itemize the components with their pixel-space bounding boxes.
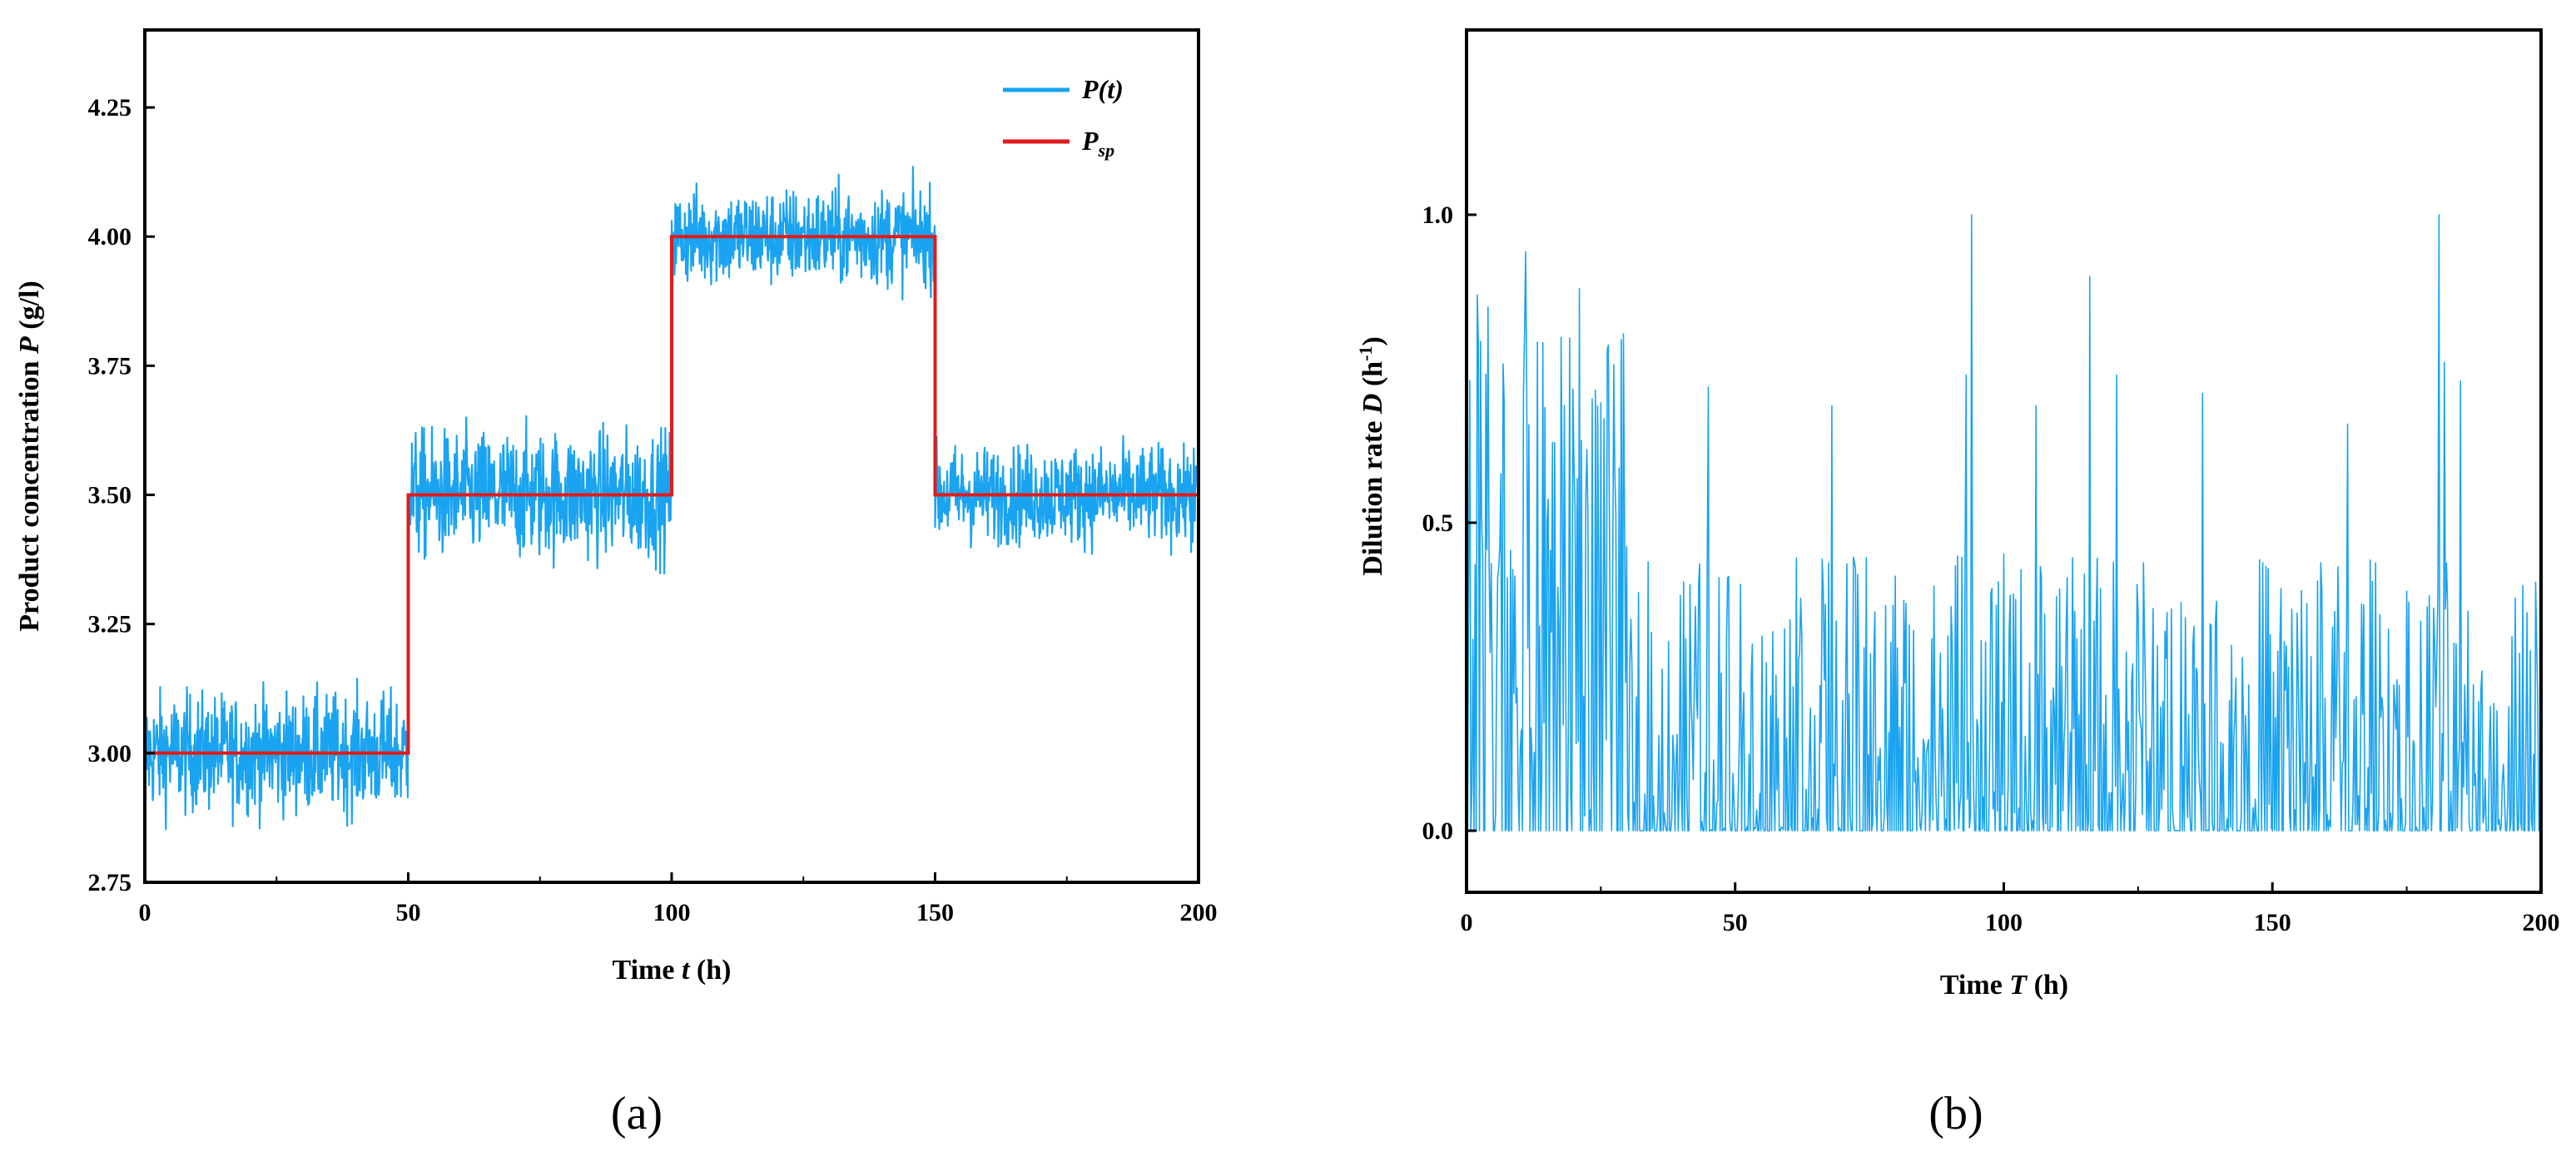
panel-a-y-axis-label: Product concentration P (g/l) (14, 281, 45, 632)
y-tick-label: 0.0 (1422, 817, 1454, 845)
y-tick-label: 4.00 (88, 223, 132, 251)
series-pt-line (143, 166, 1200, 831)
x-tick-label: 0 (139, 899, 151, 926)
panel-b-caption: (b) (1928, 1088, 1983, 1140)
y-tick-label: 3.50 (88, 482, 132, 509)
y-tick-label: 4.25 (88, 94, 132, 122)
x-tick-label: 150 (916, 899, 954, 926)
x-tick-label: 0 (1461, 909, 1473, 936)
panel-b-ticks: 0 50 100 150 200 0.0 0.5 1.0 (1422, 201, 2560, 936)
panel-b-y-axis-label: Dilution rate D (h-1) (1355, 336, 1388, 576)
x-tick-label: 50 (1723, 909, 1748, 936)
y-tick-label: 3.25 (88, 611, 132, 638)
series-psp-line (145, 235, 1199, 755)
panel-a-x-axis-label: Time t (h) (613, 955, 732, 986)
x-tick-label: 100 (1985, 909, 2023, 936)
panel-a-ticks: 0 50 100 150 200 2.75 3.00 3.25 3.50 3.75 4.00 4.25 (88, 94, 1218, 926)
panel-b-x-axis-label: Time T (h) (1940, 970, 2068, 1001)
x-tick-label: 200 (2523, 909, 2560, 936)
x-tick-label: 150 (2254, 909, 2291, 936)
x-tick-label: 200 (1180, 899, 1218, 926)
y-tick-label: 2.75 (88, 869, 132, 896)
panel-a-plot-area (143, 166, 1200, 831)
panel-a-caption: (a) (611, 1088, 663, 1140)
legend-label-pt: P(t) (1081, 74, 1124, 104)
panel-b: 0 50 100 150 200 0.0 0.5 1.0 Time T (h) Dilutio… (1355, 28, 2560, 1140)
y-tick-label: 0.5 (1422, 509, 1454, 537)
y-tick-label: 3.75 (88, 352, 132, 380)
panel-a: 0 50 100 150 200 2.75 3.00 3.25 3.50 3.75 4.00 4.25… (14, 28, 1218, 1140)
panel-b-plot-area (1466, 214, 2542, 832)
panel-a-legend: P(t) Psp (1003, 74, 1124, 161)
y-tick-label: 3.00 (88, 740, 132, 767)
series-d-line (1466, 214, 2542, 832)
x-tick-label: 50 (396, 899, 421, 926)
x-tick-label: 100 (653, 899, 691, 926)
y-tick-label: 1.0 (1422, 201, 1454, 229)
legend-label-psp: Psp (1081, 126, 1114, 161)
